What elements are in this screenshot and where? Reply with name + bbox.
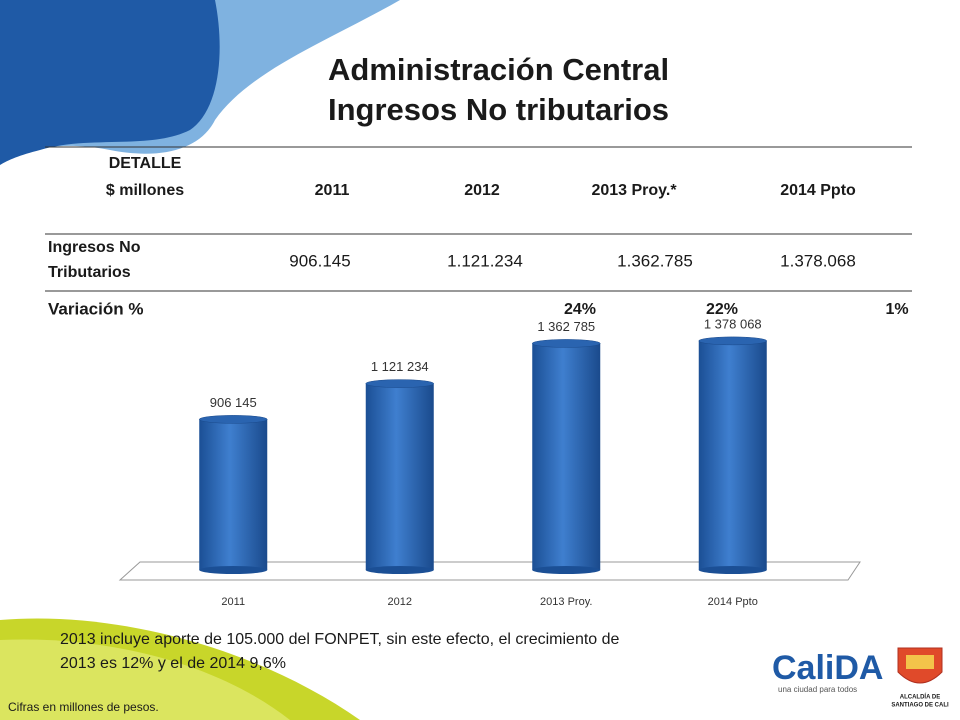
table-cell: 1.362.785 [617,251,693,270]
x-tick-label: 2012 [388,596,412,608]
variation-label: Variación % [48,299,143,318]
decor-green-light [0,639,290,720]
table-header: $ millones [106,182,184,199]
x-tick-label: 2013 Proy. [540,596,592,608]
table-header: 2012 [464,182,500,199]
bar-top [532,339,601,348]
bar [532,343,601,570]
bar-top [365,379,434,388]
logo-alcaldia: SANTIAGO DE CALI [891,703,949,709]
table-cell: 1.121.234 [447,251,523,270]
value-label: 1 362 785 [537,319,595,334]
footnote: 2013 incluye aporte de 105.000 del FONPE… [60,631,620,648]
table-row-label: Ingresos No [48,239,141,256]
table-row-label: Tributarios [48,264,131,281]
table-header: 2013 Proy.* [591,182,677,199]
bar-top [698,336,767,346]
x-tick-label: 2011 [221,596,245,608]
x-tick-label: 2014 Ppto [708,596,758,608]
value-label: 906 145 [210,395,257,410]
variation-value: 22% [706,301,738,318]
bar [365,383,434,570]
bar-base [698,566,767,574]
bar [698,340,767,570]
bar [199,419,268,570]
table-header: DETALLE [109,155,182,172]
value-label: 1 378 068 [704,316,762,331]
title-line: Administración Central [328,52,669,87]
bar-top [199,415,268,424]
logo-shield-detail [906,655,934,669]
logo-tagline: una ciudad para todos [778,685,857,694]
table-cell: 1.378.068 [780,251,856,270]
variation-value: 1% [885,301,908,318]
table-header: 2011 [315,182,350,199]
footnote: 2013 es 12% y el de 2014 9,6% [60,655,286,672]
value-label: 1 121 234 [371,359,429,374]
variation-value: 24% [564,301,596,318]
bar-base [199,566,268,574]
decor-dark-blue [0,0,220,165]
title-line: Ingresos No tributarios [328,92,669,127]
source-note: Cifras en millones de pesos. [8,700,159,714]
bars: 2011 906 145 2012 1 121 234 2013 Proy. 1 362 … [199,316,767,608]
logo-calida: CaliDA [772,649,883,687]
table-cell: 906.145 [289,251,350,270]
table-header: 2014 Ppto [780,182,856,199]
bar-base [532,566,601,574]
bar-base [365,566,434,574]
logo-alcaldia: ALCALDÍA DE [900,693,940,701]
chart-floor [118,561,861,581]
